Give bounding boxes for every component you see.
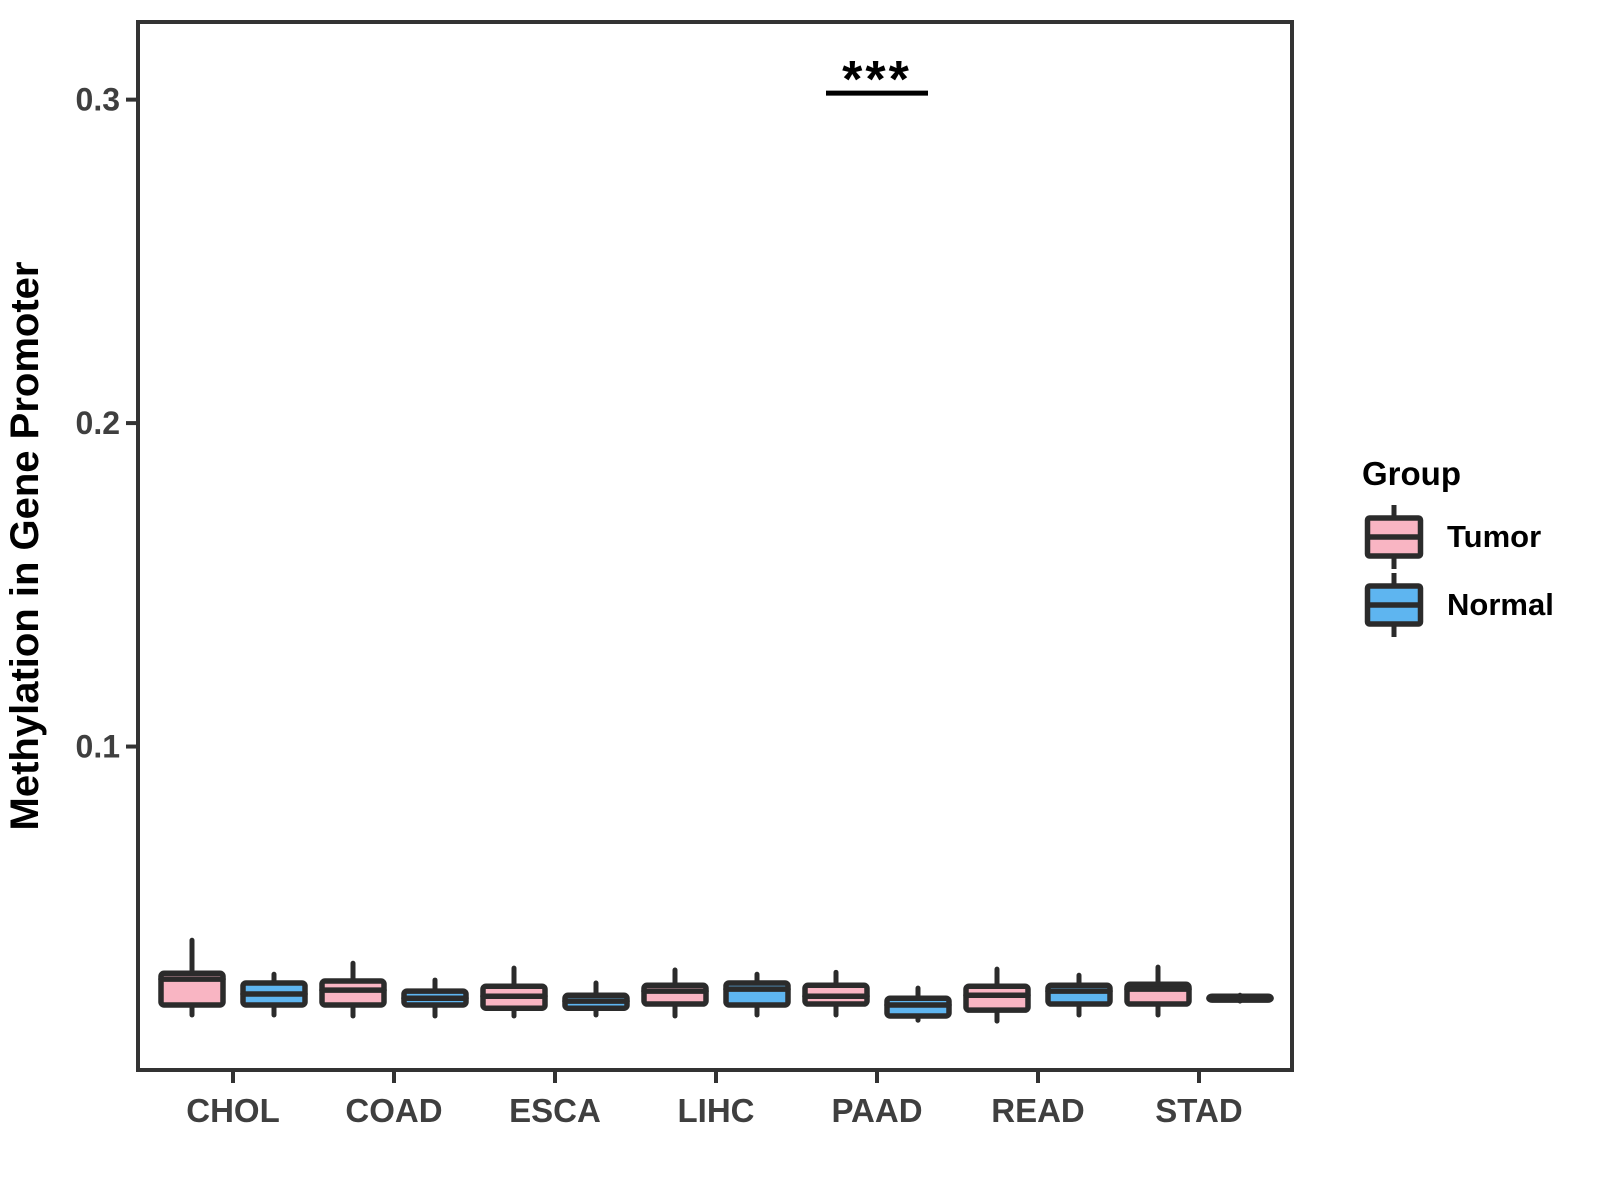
x-tick-label-STAD: STAD	[1155, 1092, 1242, 1129]
y-tick-label-0.3: 0.3	[76, 82, 120, 118]
y-axis-title: Methylation in Gene Promoter	[3, 262, 47, 831]
legend-label-normal: Normal	[1447, 587, 1554, 622]
x-tick-label-PAAD: PAAD	[831, 1092, 922, 1129]
tumor-boxplot-key-icon	[1364, 505, 1424, 569]
significance-stars-PAAD: ***	[842, 51, 912, 109]
boxplot-normal-READ-box	[1045, 982, 1113, 1007]
y-tick-label-0.2: 0.2	[76, 405, 120, 441]
x-tick-label-LIHC: LIHC	[678, 1092, 755, 1129]
boxplot-normal-LIHC-box	[723, 980, 791, 1008]
legend-item-tumor: Tumor	[1362, 505, 1554, 569]
y-tick-label-0.1: 0.1	[76, 729, 120, 765]
panel-border	[136, 20, 1294, 1072]
boxplot-tumor-READ-box	[963, 983, 1031, 1013]
legend-label-tumor: Tumor	[1447, 519, 1542, 554]
legend: Group Tumor Normal	[1362, 455, 1554, 641]
x-tick-label-CHOL: CHOL	[186, 1092, 280, 1129]
legend-title: Group	[1362, 455, 1461, 492]
x-tick-label-COAD: COAD	[345, 1092, 442, 1129]
boxplot-tumor-COAD-box	[319, 978, 387, 1008]
x-tick-label-ESCA: ESCA	[509, 1092, 601, 1129]
normal-boxplot-key-icon	[1364, 573, 1424, 637]
boxplot-tumor-LIHC-box	[641, 982, 709, 1007]
x-tick-label-READ: READ	[991, 1092, 1085, 1129]
legend-item-normal: Normal	[1362, 573, 1554, 637]
